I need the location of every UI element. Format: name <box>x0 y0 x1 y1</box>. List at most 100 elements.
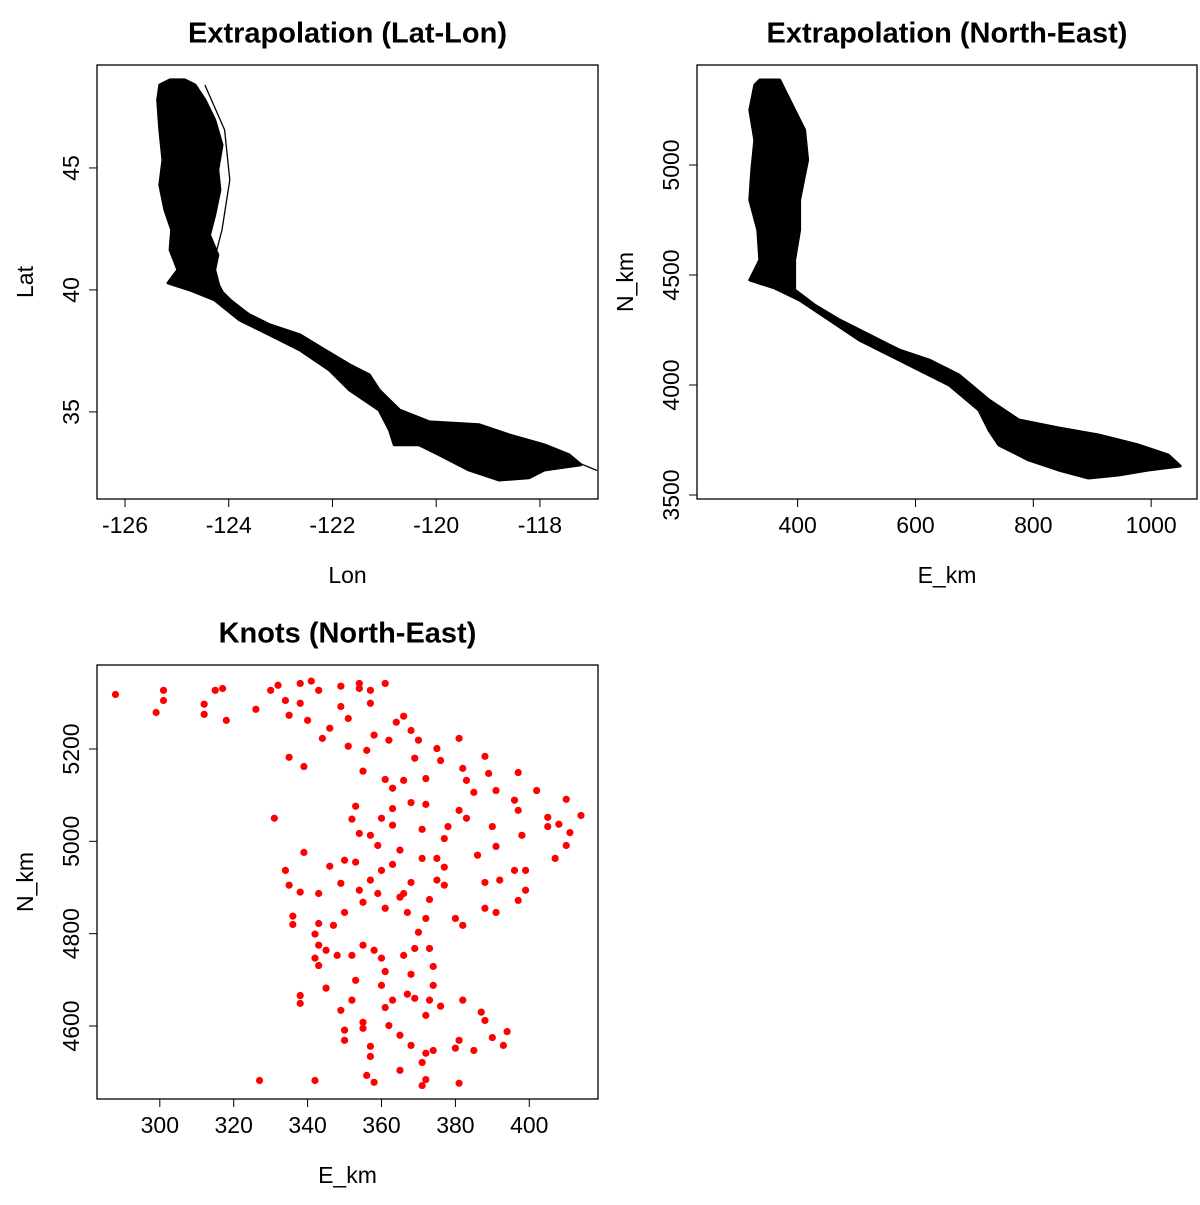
knot <box>344 714 352 723</box>
knot <box>400 712 408 720</box>
knot <box>366 699 375 707</box>
knot <box>388 996 397 1004</box>
knot <box>455 734 463 742</box>
knot <box>577 811 585 820</box>
knot <box>315 686 323 694</box>
knot <box>200 700 208 708</box>
knot <box>411 944 419 953</box>
chart-title: Extrapolation (Lat-Lon) <box>188 18 507 50</box>
knot <box>366 1052 375 1061</box>
plot-frame <box>96 664 599 1100</box>
knot <box>337 702 345 711</box>
knot <box>352 976 360 984</box>
knot <box>462 776 471 784</box>
knot <box>315 961 323 970</box>
knot <box>444 822 452 831</box>
knot <box>396 893 404 901</box>
knot <box>388 821 397 829</box>
knot <box>337 682 345 690</box>
knot <box>296 999 304 1007</box>
knot <box>492 786 500 795</box>
knot <box>414 736 423 744</box>
knot <box>422 800 430 808</box>
knot <box>377 954 386 962</box>
y-tick-label: 4500 <box>658 249 684 300</box>
knot <box>492 842 500 851</box>
knot <box>355 886 363 894</box>
knot <box>418 854 426 863</box>
knot <box>481 904 489 912</box>
knot <box>366 831 375 839</box>
knot <box>455 1079 463 1087</box>
knot <box>296 679 304 688</box>
knot <box>418 1081 426 1090</box>
knot <box>429 962 437 971</box>
knot <box>451 914 459 923</box>
knot <box>381 967 389 976</box>
x-tick-label: 300 <box>141 1112 179 1138</box>
knot <box>533 786 541 795</box>
knot <box>355 679 363 688</box>
y-tick-label: 4000 <box>658 359 684 410</box>
knot <box>429 981 437 989</box>
knot <box>514 806 522 814</box>
knot <box>374 889 382 898</box>
knot <box>315 919 323 928</box>
knot <box>459 921 467 929</box>
x-tick-label: 400 <box>510 1112 548 1138</box>
knot <box>492 908 500 917</box>
knot <box>503 1027 511 1036</box>
y-tick-label: 45 <box>58 155 84 181</box>
knot <box>400 951 408 959</box>
knot <box>377 814 386 822</box>
knot <box>411 754 419 762</box>
knot <box>296 991 304 1000</box>
knot <box>211 686 219 694</box>
knot <box>407 878 415 887</box>
knot <box>267 686 275 694</box>
knot <box>411 994 419 1002</box>
knot <box>433 876 441 884</box>
knot <box>481 1016 489 1025</box>
knot <box>510 866 519 875</box>
y-tick-label: 5000 <box>658 139 684 190</box>
knot <box>322 984 330 992</box>
knot <box>521 886 530 894</box>
x-tick-label: -118 <box>518 512 562 538</box>
knot <box>359 1018 367 1026</box>
knot <box>274 681 282 689</box>
knot <box>407 798 415 807</box>
chart-title: Knots (North-East) <box>219 618 477 650</box>
knot <box>252 705 260 713</box>
knot <box>418 1058 426 1067</box>
knot <box>396 1031 404 1039</box>
knot <box>488 822 496 831</box>
knot <box>348 951 356 959</box>
knot <box>322 946 330 954</box>
knot <box>403 908 411 917</box>
x-tick-label: 320 <box>215 1112 253 1138</box>
knot <box>425 996 434 1004</box>
knot <box>337 879 345 887</box>
knot <box>200 710 208 718</box>
y-tick-label: 4800 <box>58 908 84 959</box>
knot <box>307 677 315 685</box>
knot <box>440 881 448 889</box>
x-tick-label: 340 <box>288 1112 326 1138</box>
knot <box>388 860 397 869</box>
knot <box>255 1076 264 1085</box>
knot <box>455 1036 463 1044</box>
knot <box>366 876 375 884</box>
knot <box>403 990 411 998</box>
knot <box>425 944 434 953</box>
knot <box>433 744 441 753</box>
knot <box>488 1033 496 1042</box>
knot <box>285 881 293 889</box>
knot <box>385 1021 393 1030</box>
knot <box>388 784 397 792</box>
knot <box>318 734 326 742</box>
y-axis-label: N_km <box>12 852 38 912</box>
knot <box>311 954 319 962</box>
knot <box>370 1078 378 1086</box>
